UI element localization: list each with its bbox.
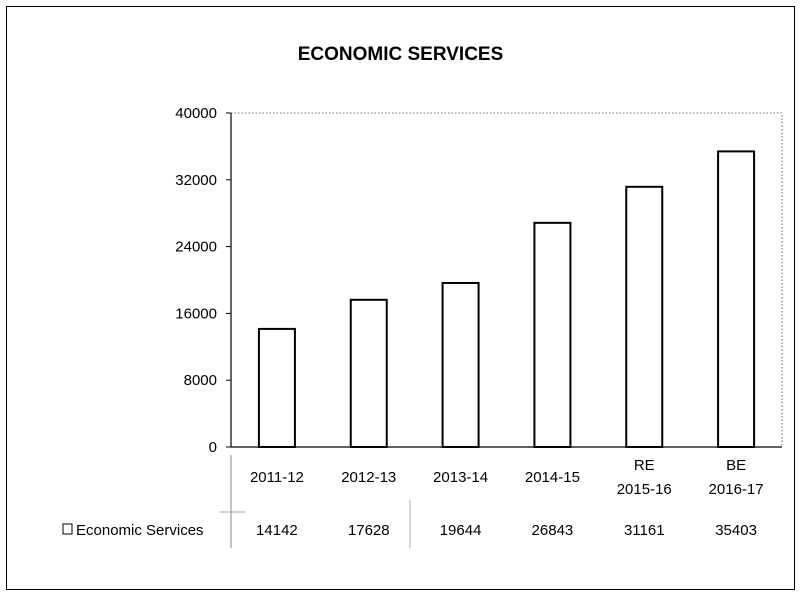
x-tick-label: BE <box>726 457 746 474</box>
data-table-value: 14142 <box>256 522 298 539</box>
bar <box>441 281 480 448</box>
data-table-value: 17628 <box>348 522 390 539</box>
data-table-value: 26843 <box>532 522 574 539</box>
y-tick-label: 40000 <box>175 105 217 122</box>
x-tick-label: 2012-13 <box>341 469 396 486</box>
x-tick-label: 2016-17 <box>709 481 764 498</box>
y-tick-label: 24000 <box>175 239 217 256</box>
y-tick-label: 16000 <box>175 305 217 322</box>
series-label: Economic Services <box>76 522 204 539</box>
bar <box>717 150 756 448</box>
y-tick-label: 0 <box>209 439 217 456</box>
plot-area <box>230 112 783 448</box>
data-table-value: 35403 <box>715 522 757 539</box>
bar <box>533 221 572 448</box>
chart-frame <box>6 6 795 590</box>
legend-key <box>62 523 73 535</box>
data-table-value: 19644 <box>440 522 482 539</box>
bar <box>625 185 664 448</box>
y-tick-label: 8000 <box>184 372 217 389</box>
x-tick-label: 2015-16 <box>617 481 672 498</box>
data-table-value: 31161 <box>624 522 665 539</box>
x-tick-label: RE <box>634 457 655 474</box>
y-tick-label: 32000 <box>175 172 217 189</box>
bar <box>257 327 296 449</box>
x-tick-label: 2011-12 <box>250 469 304 486</box>
bar <box>349 298 388 449</box>
chart-title: ECONOMIC SERVICES <box>297 44 504 65</box>
x-tick-label: 2013-14 <box>433 469 488 486</box>
x-tick-label: 2014-15 <box>525 469 580 486</box>
